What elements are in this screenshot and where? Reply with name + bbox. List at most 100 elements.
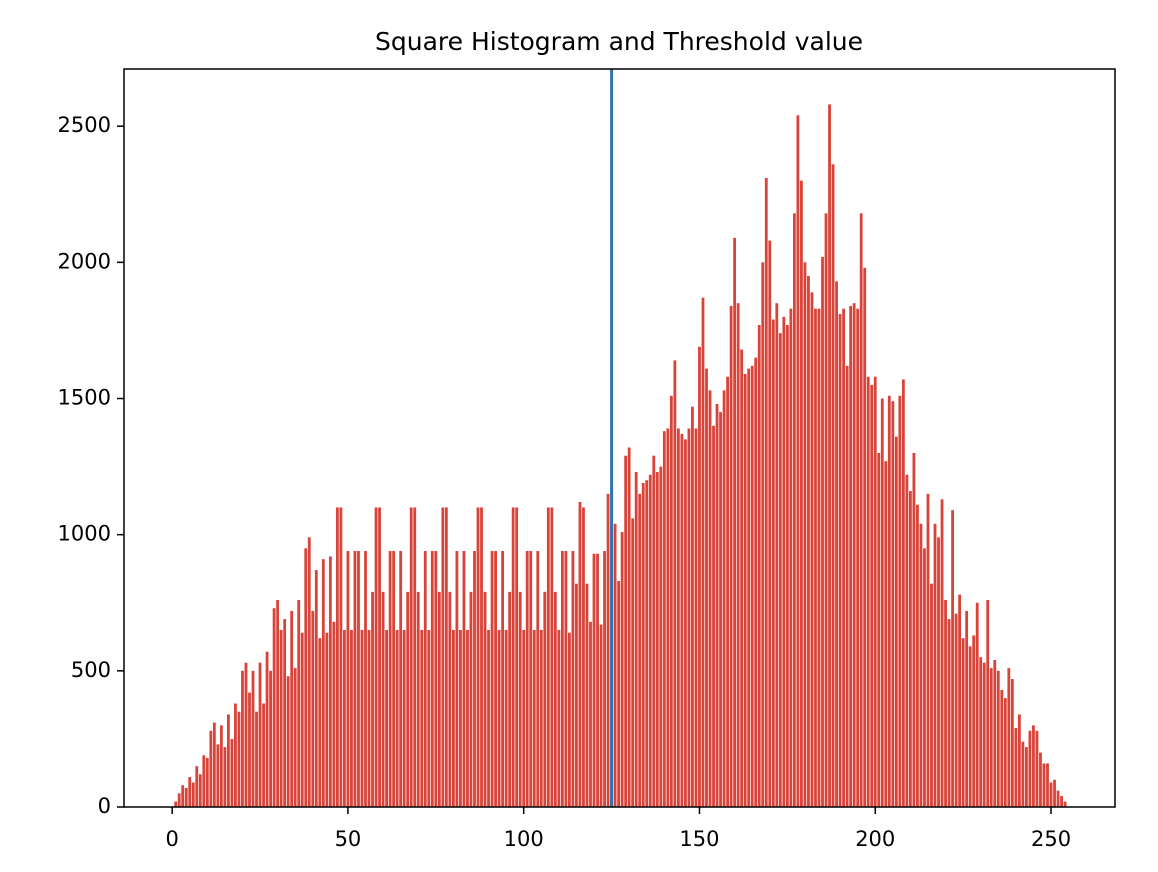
bar	[800, 180, 803, 807]
bar	[364, 551, 367, 807]
bar	[655, 472, 659, 807]
bar	[539, 629, 543, 807]
bar	[1003, 698, 1007, 807]
bar	[859, 213, 863, 808]
bar	[1000, 689, 1004, 807]
bar	[1007, 668, 1011, 807]
bar	[666, 428, 670, 807]
bar	[487, 629, 490, 807]
chart-title: Square Histogram and Threshold value	[375, 27, 863, 56]
bar	[708, 390, 712, 807]
bar	[719, 412, 722, 807]
bar	[617, 580, 621, 807]
bar	[852, 303, 856, 807]
bar	[905, 474, 909, 807]
bar	[219, 725, 223, 807]
bar	[455, 551, 459, 807]
bar	[543, 591, 547, 807]
bar	[669, 395, 673, 807]
bar	[567, 632, 571, 807]
bar	[908, 491, 912, 807]
bar	[511, 507, 515, 807]
bar	[589, 621, 592, 807]
bar	[785, 324, 789, 807]
bar	[212, 722, 216, 807]
bar	[831, 164, 835, 807]
bar	[982, 662, 986, 807]
bar	[381, 591, 385, 807]
bar	[300, 632, 304, 807]
bar	[824, 213, 828, 808]
bar	[416, 591, 420, 807]
bar	[546, 507, 550, 807]
x-tick-label: 50	[335, 827, 362, 851]
bar	[701, 297, 705, 807]
bar	[525, 551, 529, 807]
bar	[325, 632, 329, 807]
bar	[733, 237, 737, 808]
bar	[1028, 730, 1032, 807]
bar	[448, 591, 452, 807]
bar	[451, 629, 455, 807]
bar	[743, 374, 747, 807]
bar	[585, 583, 589, 807]
bar	[638, 493, 642, 807]
bar	[515, 507, 519, 807]
bar	[553, 591, 557, 807]
bar	[378, 507, 381, 807]
bar	[335, 507, 339, 807]
bar	[360, 629, 364, 807]
bar	[754, 357, 758, 807]
bar	[645, 480, 649, 807]
bar	[1025, 747, 1028, 807]
bar	[371, 591, 374, 807]
bar	[248, 692, 251, 807]
bar	[1032, 725, 1035, 807]
bar	[736, 303, 740, 807]
bar	[891, 401, 895, 807]
bar	[930, 583, 933, 807]
bar	[954, 613, 958, 807]
bar	[782, 316, 786, 807]
bar	[659, 466, 663, 807]
bar	[996, 670, 1000, 807]
bar	[676, 428, 680, 807]
bar	[912, 452, 916, 807]
bar	[715, 403, 719, 807]
bar	[283, 619, 287, 807]
bar	[1063, 801, 1067, 807]
bar	[1017, 714, 1021, 807]
bar	[866, 376, 870, 807]
bar	[613, 523, 617, 807]
bar	[430, 551, 434, 807]
bar	[1049, 782, 1053, 807]
bar	[423, 551, 427, 807]
bar	[469, 591, 473, 807]
bar	[575, 583, 578, 807]
bar	[367, 629, 371, 807]
bar	[374, 507, 378, 807]
plot-frame	[123, 68, 1116, 808]
bar	[522, 629, 526, 807]
bar	[729, 305, 733, 807]
bar	[251, 670, 255, 807]
bar	[845, 365, 849, 807]
bar	[821, 256, 824, 807]
y-tick-label: 1500	[58, 386, 111, 410]
bar	[624, 455, 628, 807]
bar	[205, 757, 209, 807]
bar	[698, 346, 701, 807]
bar	[311, 610, 315, 807]
bar	[466, 629, 469, 807]
bar	[926, 493, 930, 807]
bar	[223, 747, 227, 807]
bar	[958, 594, 962, 807]
bar	[402, 629, 406, 807]
bar	[916, 504, 919, 807]
bar	[817, 308, 821, 807]
bar	[532, 629, 536, 807]
x-tick-label: 200	[855, 827, 895, 851]
bar	[849, 305, 853, 807]
bar	[459, 629, 462, 807]
